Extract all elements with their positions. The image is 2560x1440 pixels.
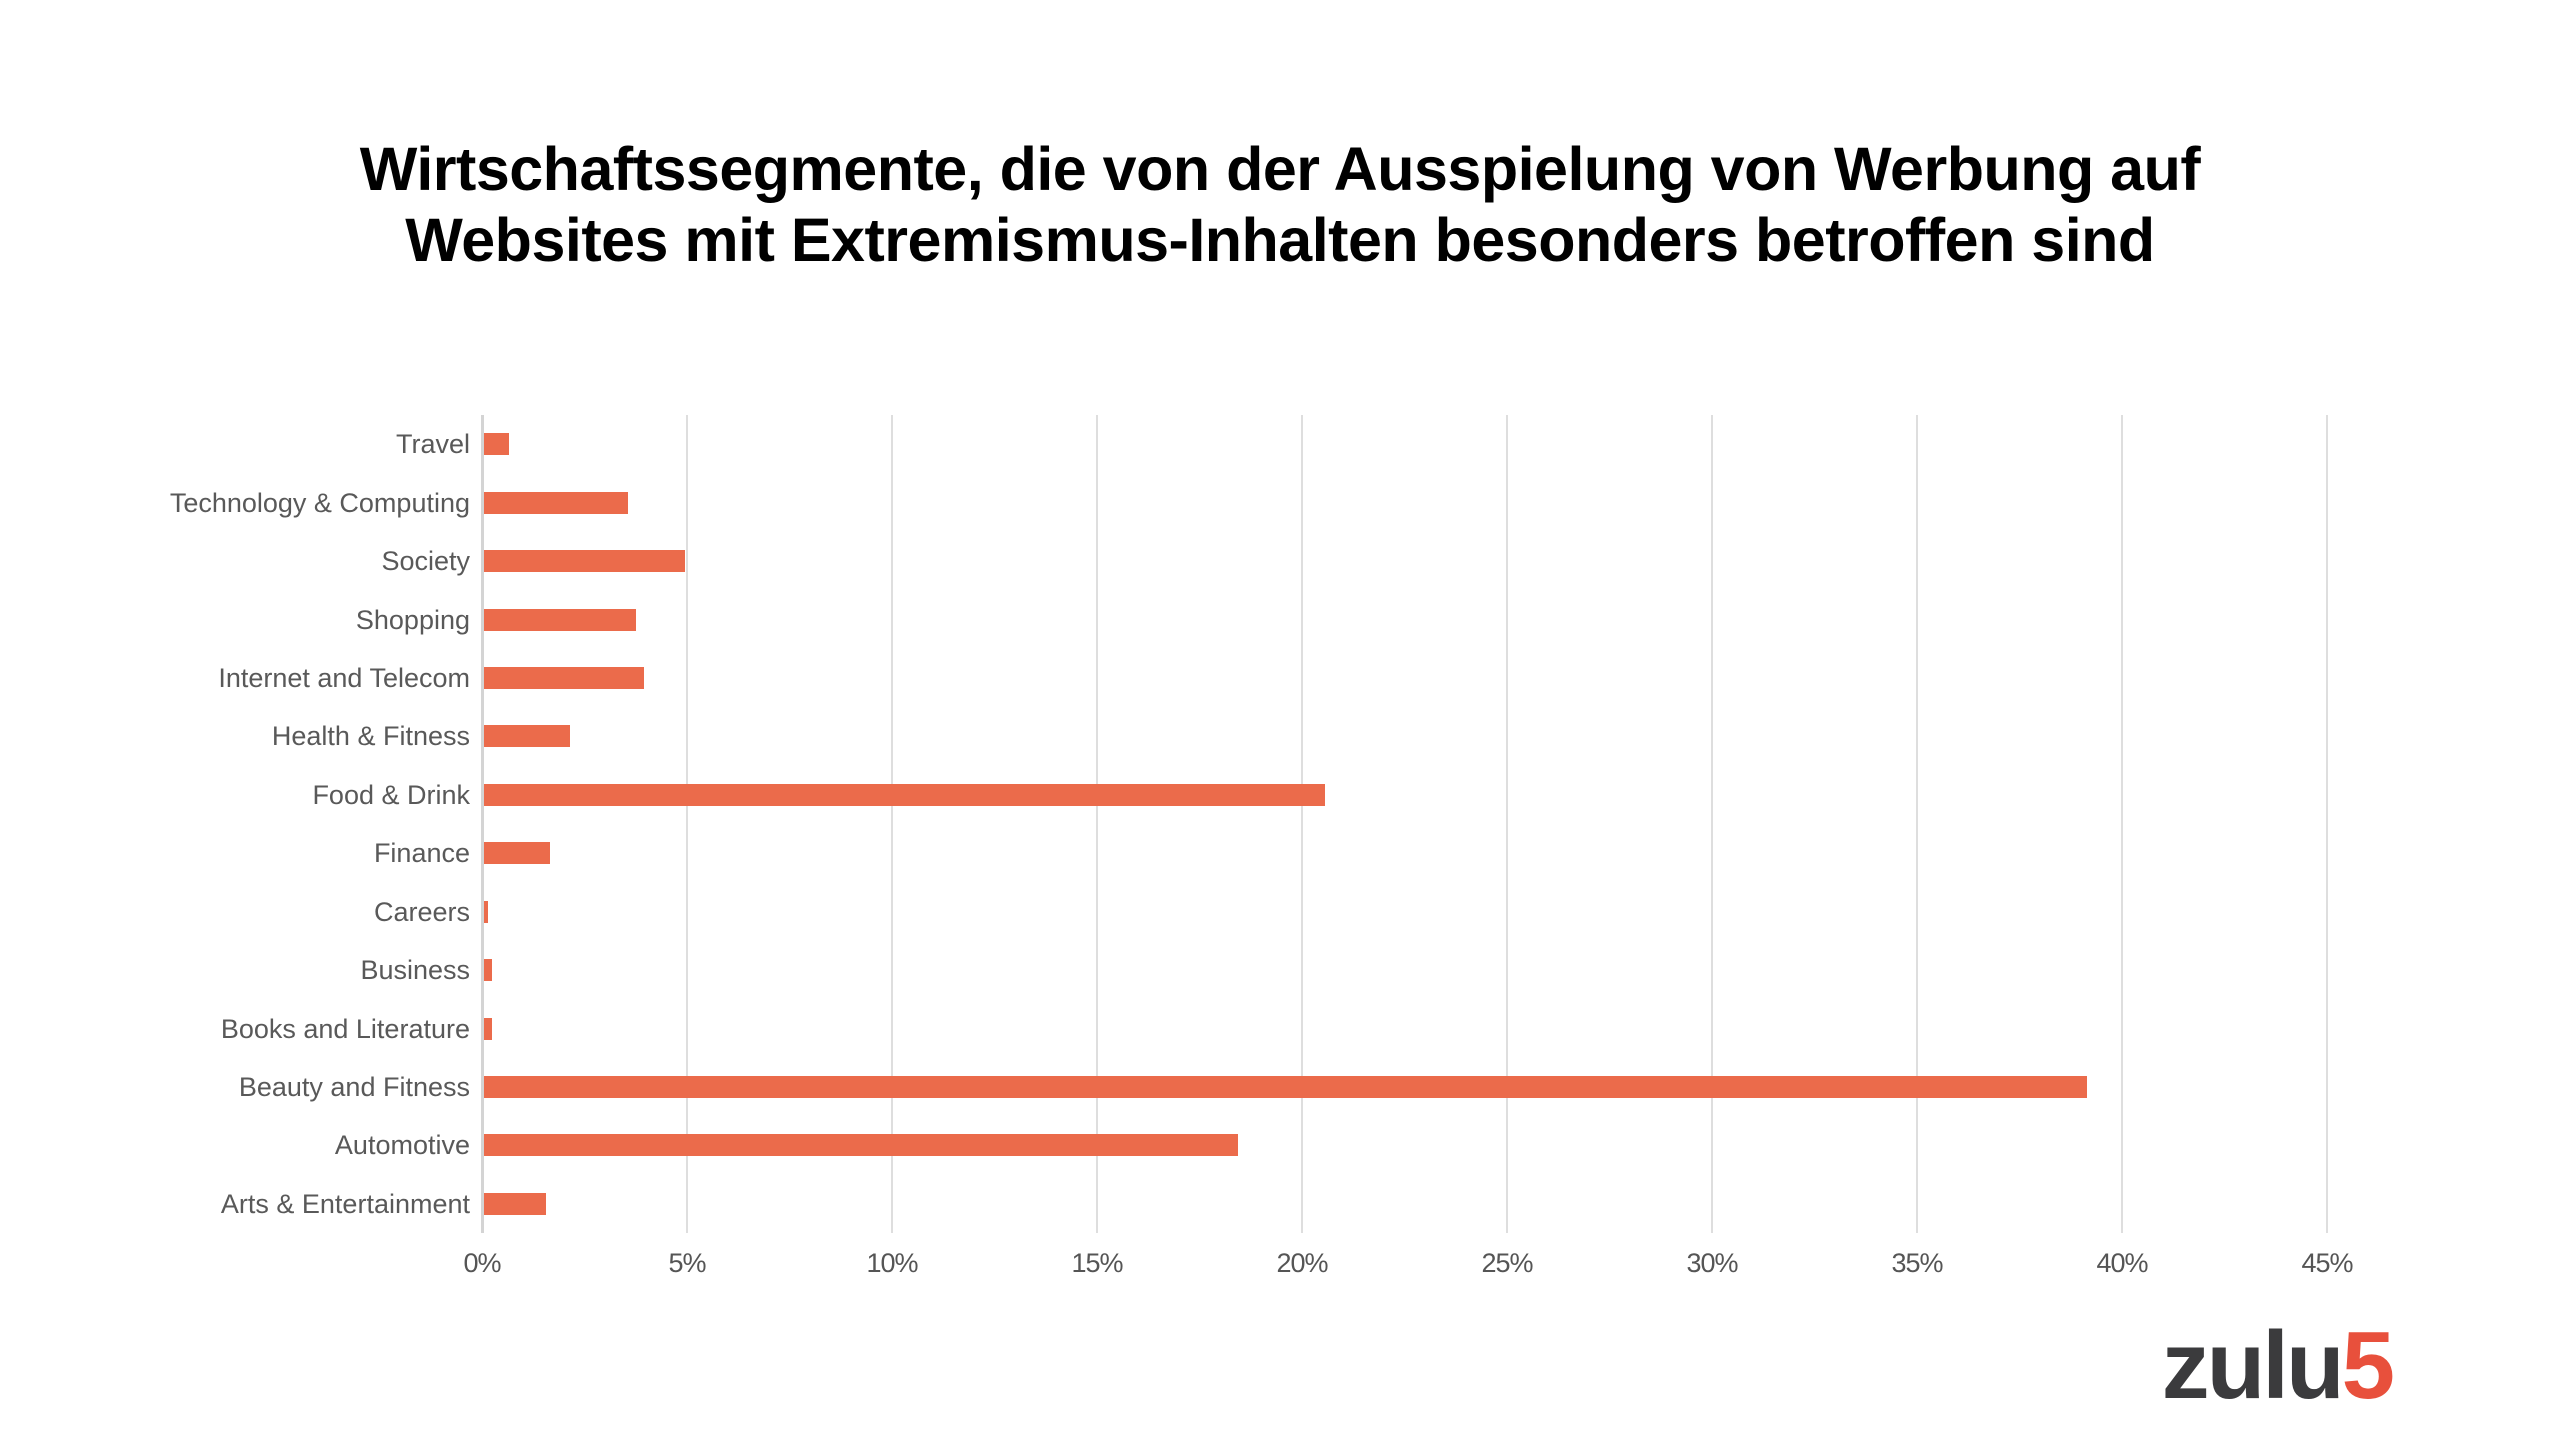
category-label: Society [381, 546, 470, 577]
category-label: Beauty and Fitness [238, 1071, 470, 1102]
category-label: Careers [373, 896, 470, 927]
x-tick-label: 15% [1071, 1248, 1123, 1278]
gridline [1096, 415, 1098, 1233]
gridline [1301, 415, 1303, 1233]
chart-title: Wirtschaftssegmente, die von der Ausspie… [0, 134, 2560, 276]
bar [484, 959, 493, 982]
gridline [1916, 415, 1918, 1233]
x-tick-label: 40% [2096, 1248, 2148, 1278]
bar [484, 842, 550, 865]
bar [484, 1192, 546, 1215]
zulu5-logo: zulu5 [2162, 1318, 2395, 1414]
x-tick-label: 25% [1481, 1248, 1533, 1278]
category-label: Arts & Entertainment [220, 1188, 470, 1219]
x-tick-label: 35% [1891, 1248, 1943, 1278]
chart-title-line1: Wirtschaftssegmente, die von der Ausspie… [359, 135, 2201, 203]
bar [484, 666, 644, 689]
gridline [1711, 415, 1713, 1233]
category-label: Food & Drink [312, 779, 470, 810]
logo-text: zulu [2161, 1312, 2345, 1419]
gridline [1506, 415, 1508, 1233]
gridline [686, 415, 688, 1233]
category-label: Internet and Telecom [218, 662, 470, 693]
gridline [2326, 415, 2328, 1233]
category-label: Finance [373, 838, 470, 869]
bar [484, 433, 509, 456]
bar [484, 1017, 493, 1040]
bar [484, 1075, 2088, 1098]
category-label: Shopping [355, 604, 470, 635]
bar [484, 491, 628, 514]
bar [484, 900, 489, 923]
category-label: Technology & Computing [169, 487, 470, 518]
category-label: Books and Literature [220, 1013, 470, 1044]
x-tick-label: 20% [1276, 1248, 1328, 1278]
bar [484, 725, 571, 748]
gridline [891, 415, 893, 1233]
x-tick-label: 5% [668, 1248, 706, 1278]
category-label: Travel [395, 429, 470, 460]
x-tick-label: 10% [866, 1248, 918, 1278]
category-label: Business [360, 955, 470, 986]
x-tick-label: 0% [463, 1248, 501, 1278]
bar [484, 1134, 1239, 1157]
bar [484, 783, 1325, 806]
category-label: Automotive [334, 1130, 470, 1161]
plot-area [481, 415, 2328, 1233]
x-tick-label: 45% [2301, 1248, 2353, 1278]
category-label: Health & Fitness [271, 721, 470, 752]
x-tick-label: 30% [1686, 1248, 1738, 1278]
bar [484, 550, 685, 573]
gridline [2121, 415, 2123, 1233]
logo-accent-digit: 5 [2341, 1312, 2395, 1419]
y-axis-line [481, 415, 484, 1233]
bar [484, 608, 636, 631]
chart-title-line2: Websites mit Extremismus-Inhalten besond… [405, 205, 2155, 274]
